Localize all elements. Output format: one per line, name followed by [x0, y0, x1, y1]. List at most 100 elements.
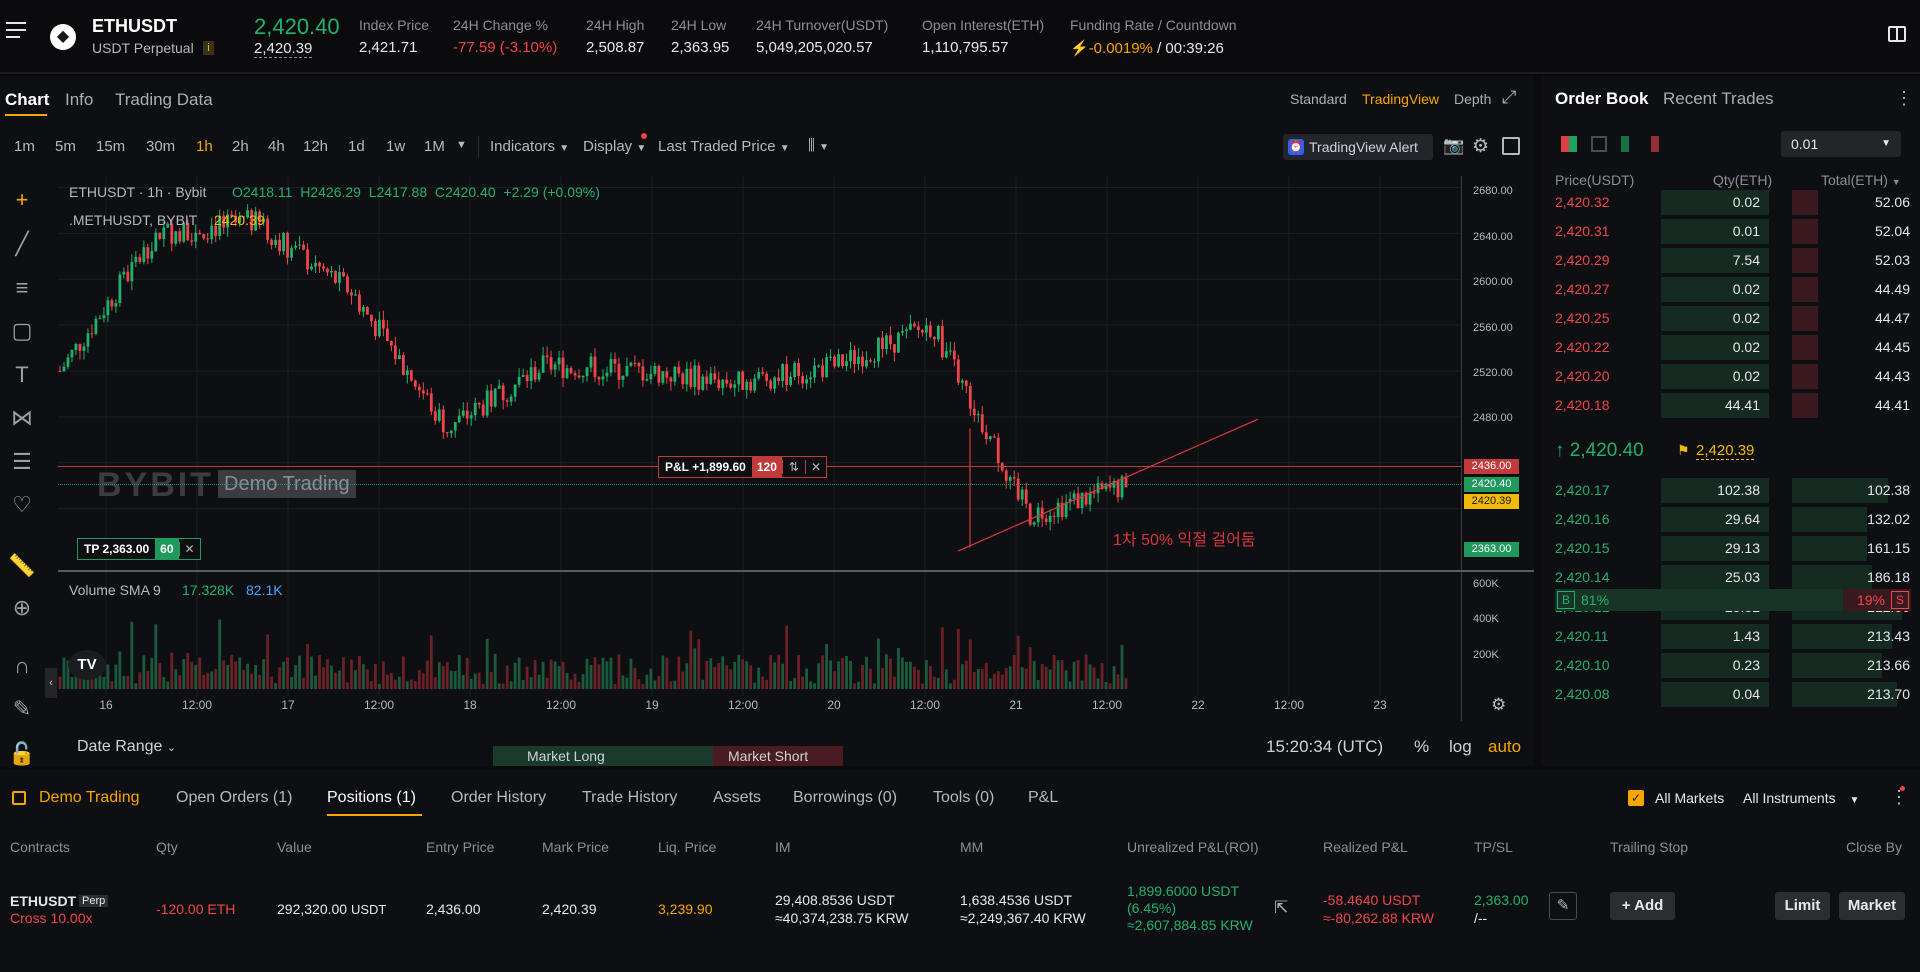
- mode-standard[interactable]: Standard: [1290, 91, 1347, 107]
- more-menu-icon[interactable]: ⋮: [1890, 787, 1908, 807]
- chart-annotation-text[interactable]: 1차 50% 익절 걸어둠: [1113, 532, 1256, 549]
- chart-type-icon[interactable]: ⫼ ▼: [808, 137, 829, 154]
- price-chart[interactable]: [58, 176, 1534, 721]
- tf-more-icon[interactable]: ▼: [456, 139, 467, 151]
- ask-row[interactable]: 2,420.27 0.02 44.49: [1541, 275, 1920, 304]
- zoom-in-icon[interactable]: ⊕: [12, 595, 32, 620]
- tf-2h[interactable]: 2h: [232, 138, 249, 155]
- tab-assets[interactable]: Assets: [713, 789, 762, 806]
- fib-lines-icon[interactable]: ≡: [15, 275, 29, 300]
- tf-30m[interactable]: 30m: [146, 138, 176, 155]
- heart-icon[interactable]: ♡: [12, 492, 32, 517]
- log-toggle[interactable]: log: [1449, 737, 1472, 756]
- precision-select[interactable]: 0.01 ▼: [1781, 131, 1901, 157]
- tab-demo-trading[interactable]: Demo Trading: [39, 789, 140, 806]
- indicators-menu[interactable]: Indicators ▼: [490, 138, 570, 155]
- tab-positions[interactable]: Positions (1): [327, 789, 416, 806]
- tf-1w[interactable]: 1w: [386, 138, 406, 155]
- reverse-icon[interactable]: ⇅: [781, 460, 805, 474]
- col-total[interactable]: Total(ETH) ▼: [1821, 172, 1901, 188]
- edit-tpsl-icon[interactable]: ✎: [1549, 892, 1577, 920]
- expand-icon[interactable]: ⤢: [1502, 87, 1517, 107]
- view-asks-icon[interactable]: [1621, 136, 1637, 152]
- mode-depth[interactable]: Depth: [1454, 91, 1492, 107]
- magnet-icon[interactable]: ∩: [14, 653, 30, 678]
- ask-row[interactable]: 2,420.22 0.02 44.45: [1541, 333, 1920, 362]
- tab-borrowings[interactable]: Borrowings (0): [793, 789, 898, 806]
- tf-1h[interactable]: 1h: [196, 138, 213, 155]
- layout-book-icon[interactable]: [1888, 26, 1906, 42]
- pencil-lock-icon[interactable]: ✎: [12, 696, 32, 721]
- fullscreen-icon[interactable]: [1502, 137, 1520, 155]
- symbol-name[interactable]: ETHUSDT: [92, 16, 177, 36]
- bid-row[interactable]: 2,420.16 29.64 132.02: [1541, 505, 1920, 534]
- tab-chart[interactable]: Chart: [5, 90, 50, 109]
- add-trailing-stop-button[interactable]: + Add: [1610, 892, 1675, 920]
- percent-toggle[interactable]: %: [1414, 737, 1430, 756]
- tp-tag[interactable]: TP 2,363.00 60 ✕: [77, 538, 201, 560]
- view-asks-only-icon[interactable]: [1651, 136, 1667, 152]
- tradingview-alert-button[interactable]: ⏰ TradingView Alert: [1283, 134, 1433, 160]
- tf-1m[interactable]: 1m: [14, 138, 35, 155]
- pnl-tag[interactable]: P&L +1,899.60 120 ⇅ ✕: [658, 456, 827, 478]
- ask-row[interactable]: 2,420.29 7.54 52.03: [1541, 246, 1920, 275]
- axis-settings-icon[interactable]: ⚙: [1491, 695, 1507, 714]
- rectangle-tool-icon[interactable]: ▢: [11, 318, 33, 343]
- camera-icon[interactable]: 📷: [1443, 136, 1465, 155]
- ask-row[interactable]: 2,420.32 0.02 52.06: [1541, 188, 1920, 217]
- mode-tradingview[interactable]: TradingView: [1362, 91, 1440, 107]
- display-menu[interactable]: Display ▼: [583, 138, 647, 155]
- trend-line-icon[interactable]: ╱: [15, 231, 29, 256]
- ask-row[interactable]: 2,420.18 44.41 44.41: [1541, 391, 1920, 420]
- info-icon[interactable]: i: [203, 41, 214, 55]
- ask-row[interactable]: 2,420.25 0.02 44.47: [1541, 304, 1920, 333]
- market-short-button[interactable]: Market Short: [713, 746, 843, 766]
- lock-icon[interactable]: 🔓: [8, 741, 36, 766]
- tab-info[interactable]: Info: [65, 90, 94, 109]
- tab-order-history[interactable]: Order History: [451, 789, 547, 806]
- pattern-tool-icon[interactable]: ⋈: [11, 405, 33, 430]
- view-both-icon[interactable]: [1561, 136, 1577, 152]
- tab-pnl[interactable]: P&L: [1028, 789, 1059, 806]
- position-symbol[interactable]: ETHUSDT: [10, 893, 77, 909]
- collapse-toolbar-icon[interactable]: ‹: [45, 668, 57, 698]
- close-icon[interactable]: ✕: [178, 542, 200, 556]
- bid-row[interactable]: 2,420.15 29.13 161.15: [1541, 534, 1920, 563]
- tab-open-orders[interactable]: Open Orders (1): [176, 789, 293, 806]
- all-markets-checkbox[interactable]: ✓: [1628, 790, 1644, 806]
- close-market-button[interactable]: Market: [1839, 892, 1905, 920]
- tf-4h[interactable]: 4h: [268, 138, 285, 155]
- close-icon[interactable]: ✕: [804, 460, 826, 474]
- tab-tools[interactable]: Tools (0): [933, 789, 995, 806]
- view-bids-icon[interactable]: [1591, 136, 1607, 152]
- bid-row[interactable]: 2,420.14 25.03 186.18: [1541, 563, 1920, 592]
- text-tool-icon[interactable]: T: [15, 362, 29, 387]
- crosshair-icon[interactable]: +: [15, 187, 29, 212]
- tf-1d[interactable]: 1d: [348, 138, 365, 155]
- more-menu-icon[interactable]: ⋮: [1895, 88, 1913, 108]
- utc-clock[interactable]: 15:20:34 (UTC): [1266, 737, 1384, 756]
- bid-row[interactable]: 2,420.17 102.38 102.38: [1541, 476, 1920, 505]
- bid-row[interactable]: 2,420.10 0.23 213.66: [1541, 651, 1920, 680]
- bid-row[interactable]: 2,420.11 1.43 213.43: [1541, 622, 1920, 651]
- tab-recent-trades[interactable]: Recent Trades: [1663, 89, 1774, 108]
- tab-trading-data[interactable]: Trading Data: [115, 90, 213, 109]
- auto-toggle[interactable]: auto: [1488, 737, 1522, 756]
- close-limit-button[interactable]: Limit: [1775, 892, 1830, 920]
- tf-1M[interactable]: 1M: [424, 138, 445, 155]
- share-icon[interactable]: ⇱: [1274, 898, 1289, 917]
- price-type-menu[interactable]: Last Traded Price ▼: [658, 138, 790, 155]
- prediction-tool-icon[interactable]: ☰: [12, 449, 32, 474]
- tf-15m[interactable]: 15m: [96, 138, 126, 155]
- tf-5m[interactable]: 5m: [55, 138, 76, 155]
- ruler-icon[interactable]: 📏: [8, 553, 36, 578]
- tab-order-book[interactable]: Order Book: [1555, 89, 1649, 108]
- settings-icon[interactable]: ⚙: [1472, 136, 1490, 157]
- tab-trade-history[interactable]: Trade History: [582, 789, 678, 806]
- tf-12h[interactable]: 12h: [303, 138, 329, 155]
- ask-row[interactable]: 2,420.20 0.02 44.43: [1541, 362, 1920, 391]
- bid-row[interactable]: 2,420.08 0.04 213.70: [1541, 680, 1920, 709]
- menu-icon[interactable]: [6, 22, 26, 40]
- pane-divider[interactable]: [58, 570, 1534, 572]
- date-range-menu[interactable]: Date Range ⌄: [77, 738, 177, 755]
